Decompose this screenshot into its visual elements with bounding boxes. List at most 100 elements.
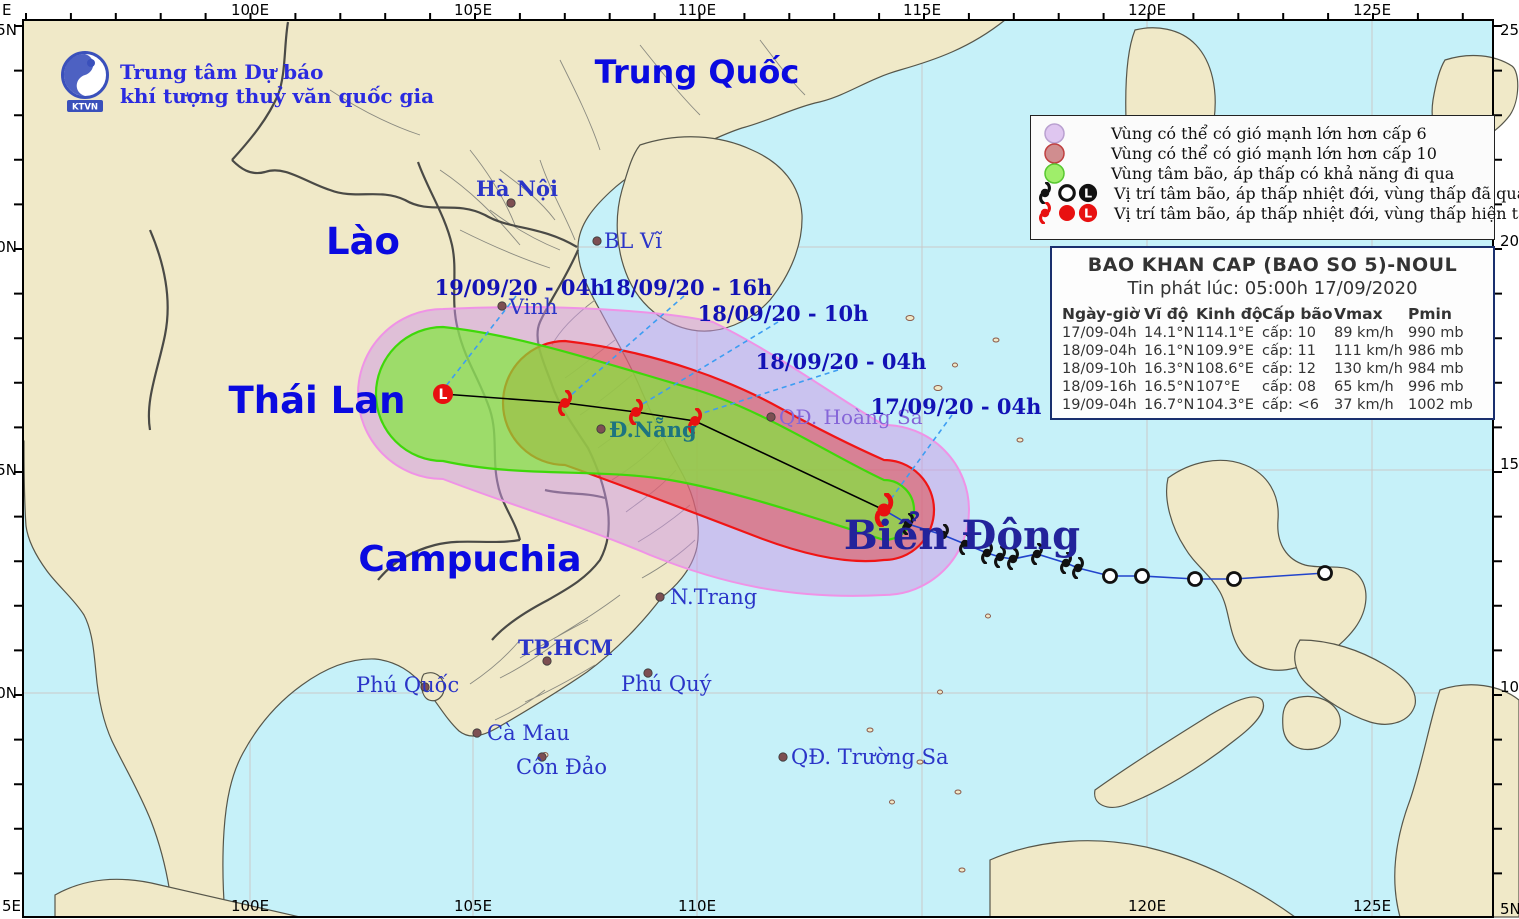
bulletin-row: 18/09-10h 16.3°N 108.6°E cấp: 12 130 km/… — [1052, 360, 1493, 378]
cap6-zone-icon — [1031, 122, 1111, 144]
cell: 107°E — [1196, 379, 1241, 395]
svg-text:20N: 20N — [0, 238, 17, 256]
city-label-nhatrang: N.Trang — [670, 585, 757, 609]
legend-box: Vùng có thể có gió mạnh lớn hơn cấp 6 Vù… — [1030, 115, 1519, 240]
svg-text:105E: 105E — [454, 897, 492, 915]
svg-text:15N: 15N — [0, 461, 17, 479]
hainan — [616, 136, 803, 332]
city-label-phuquoc: Phú Quốc — [356, 673, 459, 697]
city-label-condao: Côn Đảo — [516, 755, 607, 779]
country-label-china: Trung Quốc — [595, 53, 800, 91]
svg-text:20N: 20N — [1500, 232, 1519, 250]
svg-text:25N: 25N — [1500, 21, 1519, 39]
city-label-blvi: BL Vĩ — [604, 229, 662, 253]
svg-text:18/09/20 - 16h: 18/09/20 - 16h — [602, 275, 773, 300]
cell: 37 km/h — [1334, 397, 1394, 413]
city-label-tphcm: TP.HCM — [518, 635, 613, 660]
cell: 1002 mb — [1408, 397, 1473, 413]
svg-text:120E: 120E — [1128, 1, 1166, 19]
city-label-vinh: Vinh — [508, 295, 558, 319]
dissipation-L-icon — [433, 384, 453, 404]
bulletin-issued-time: Tin phát lúc: 05:00h 17/09/2020 — [1127, 278, 1418, 299]
city-label-phuquy: Phú Quý — [621, 672, 712, 696]
cell: 18/09-16h — [1062, 379, 1137, 395]
visayas — [1394, 684, 1519, 918]
country-label-laos: Lào — [326, 220, 400, 263]
svg-text:100E: 100E — [231, 1, 269, 19]
bulletin-row: 18/09-04h 16.1°N 109.9°E cấp: 11 111 km/… — [1052, 342, 1493, 360]
svg-text:5N: 5N — [1500, 900, 1519, 918]
svg-text:105E: 105E — [454, 1, 492, 19]
current-position-icons — [1031, 202, 1114, 224]
cell: 17/09-04h — [1062, 325, 1137, 341]
cell: 16.5°N — [1144, 379, 1195, 395]
storm-bulletin-box: BAO KHAN CAP (BAO SO 5)-NOUL Tin phát lú… — [1050, 246, 1495, 420]
cone-center-zone — [374, 325, 916, 542]
cell: 130 km/h — [1334, 361, 1403, 377]
cell: 996 mb — [1408, 379, 1464, 395]
agency-branding: KTVN Trung tâm Dự báo khí tượng thuỷ văn… — [60, 50, 434, 114]
typhoon-icon — [1039, 182, 1051, 204]
sumatra — [54, 878, 301, 918]
cell: 990 mb — [1408, 325, 1464, 341]
cell: 89 km/h — [1334, 325, 1394, 341]
cell: 14.1°N — [1144, 325, 1195, 341]
cell: 19/09-04h — [1062, 397, 1137, 413]
filled-circle-icon — [1059, 205, 1075, 221]
col-header: Cấp bão — [1262, 305, 1333, 323]
col-header: Pmin — [1408, 305, 1452, 323]
cell: cấp: 08 — [1262, 379, 1317, 395]
cell: 108.6°E — [1196, 361, 1254, 377]
mindoro — [1282, 695, 1341, 750]
cell: 16.3°N — [1144, 361, 1195, 377]
svg-text:19/09/20 - 04h: 19/09/20 - 04h — [435, 275, 606, 300]
cell: 18/09-10h — [1062, 361, 1137, 377]
agency-name-line2: khí tượng thuỷ văn quốc gia — [120, 84, 435, 108]
legend-row-cap10: Vùng có thể có gió mạnh lớn hơn cấp 10 — [1031, 142, 1494, 164]
cell: cấp: 11 — [1262, 343, 1317, 359]
city-label-truongsa: QĐ. Trường Sa — [791, 745, 949, 769]
city-label-hoangsa: QĐ. Hoàng Sa — [779, 405, 923, 429]
city-label-camau: Cà Mau — [487, 721, 570, 745]
svg-text:115E: 115E — [903, 1, 941, 19]
legend-label: Vùng có thể có gió mạnh lớn hơn cấp 6 — [1111, 123, 1427, 143]
legend-label: Vùng có thể có gió mạnh lớn hơn cấp 10 — [1111, 143, 1437, 163]
legend-label: Vị trí tâm bão, áp thấp nhiệt đới, vùng … — [1114, 183, 1519, 203]
svg-text:10N: 10N — [1500, 678, 1519, 696]
svg-text:18/09/20 - 10h: 18/09/20 - 10h — [698, 301, 869, 326]
col-header: Vmax — [1334, 305, 1383, 323]
svg-text:15N: 15N — [1500, 455, 1519, 473]
svg-text:5E: 5E — [2, 897, 21, 915]
svg-text:17/09/20 - 04h: 17/09/20 - 04h — [871, 394, 1042, 419]
legend-row-center: Vùng tâm bão, áp thấp có khả năng đi qua — [1031, 162, 1494, 184]
ktvn-logo-icon: KTVN — [61, 51, 109, 113]
typhoon-icon — [1039, 202, 1051, 224]
col-header: Ngày-giờ — [1062, 305, 1140, 323]
city-dots — [420, 198, 788, 762]
svg-text:10N: 10N — [0, 684, 17, 702]
cell: 109.9°E — [1196, 343, 1254, 359]
cell: cấp: 12 — [1262, 361, 1317, 377]
bulletin-header-row: Ngày-giờ Vĩ độ Kinh độ Cấp bão Vmax Pmin — [1052, 304, 1493, 324]
forecast-date-labels: 19/09/20 - 04h 18/09/20 - 16h 18/09/20 -… — [435, 275, 1042, 419]
country-label-cambodia: Campuchia — [358, 539, 581, 580]
cell: 114.1°E — [1196, 325, 1254, 341]
cell: 16.1°N — [1144, 343, 1195, 359]
legend-row-cap6: Vùng có thể có gió mạnh lớn hơn cấp 6 — [1031, 122, 1494, 144]
cell: cấp: <6 — [1262, 397, 1319, 413]
bulletin-row: 18/09-16h 16.5°N 107°E cấp: 08 65 km/h 9… — [1052, 378, 1493, 396]
col-header: Vĩ độ — [1144, 305, 1189, 323]
cell: 16.7°N — [1144, 397, 1195, 413]
legend-label: Vùng tâm bão, áp thấp có khả năng đi qua — [1111, 163, 1455, 183]
svg-text:18/09/20 - 04h: 18/09/20 - 04h — [756, 349, 927, 374]
cell: 111 km/h — [1334, 343, 1403, 359]
agency-name-line1: Trung tâm Dự báo — [120, 60, 324, 84]
cell: cấp: 10 — [1262, 325, 1317, 341]
city-label-danang: Đ.Nẵng — [609, 417, 697, 442]
legend-label: Vị trí tâm bão, áp thấp nhiệt đới, vùng … — [1114, 203, 1519, 223]
cap10-zone-icon — [1031, 142, 1111, 164]
cell: 986 mb — [1408, 343, 1464, 359]
cell: 104.3°E — [1196, 397, 1254, 413]
